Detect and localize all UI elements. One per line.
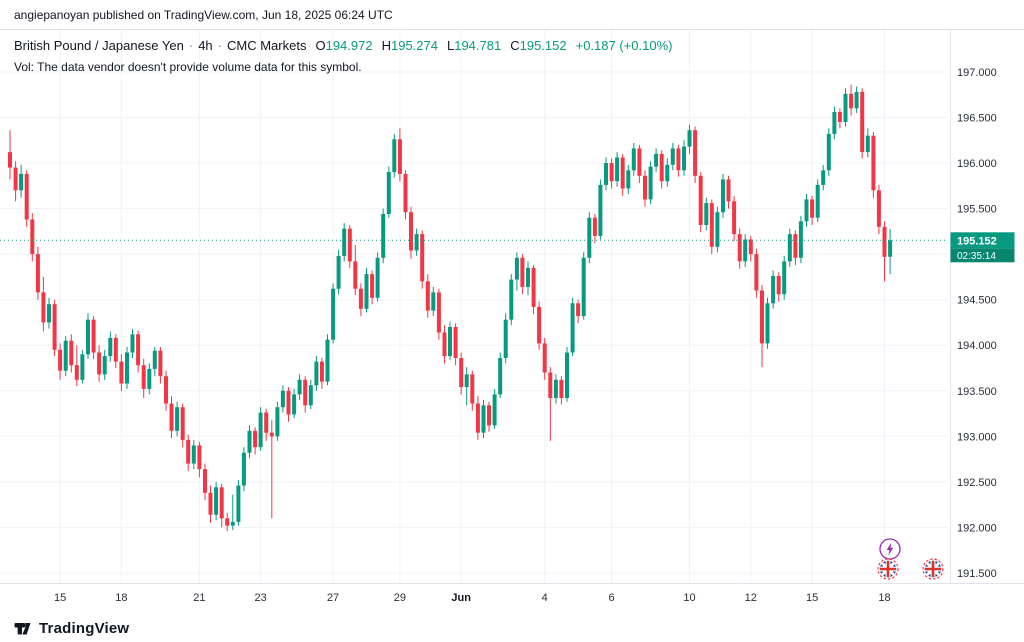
uk-flag-icon	[877, 558, 899, 580]
volume-note: Vol: The data vendor doesn't provide vol…	[14, 60, 362, 74]
time-tick-label: 15	[805, 592, 819, 604]
candles-series[interactable]	[8, 84, 893, 531]
change-value: +0.187 (+0.10%)	[575, 38, 673, 53]
svg-text:196.500: 196.500	[957, 113, 997, 125]
lightning-bolt-icon	[879, 538, 901, 560]
lightning-marker[interactable]	[879, 538, 901, 560]
time-tick-label: 29	[393, 592, 407, 604]
svg-text:194.500: 194.500	[957, 295, 997, 307]
uk-flag-icon	[922, 558, 944, 580]
ohlc-low: L194.781	[446, 38, 502, 53]
time-tick-label: 4	[541, 592, 548, 604]
interval-label[interactable]: 4h	[198, 38, 213, 53]
time-tick-label: 23	[254, 592, 267, 604]
uk-flag-marker[interactable]	[922, 558, 944, 580]
svg-text:192.000: 192.000	[957, 522, 997, 534]
symbol-title[interactable]: British Pound / Japanese Yen	[14, 38, 184, 53]
logo-text: TradingView	[39, 619, 130, 637]
chart-legend: British Pound / Japanese Yen · 4h · CMC …	[14, 38, 672, 75]
exchange-label[interactable]: CMC Markets	[227, 38, 307, 53]
time-tick-label: 18	[878, 592, 891, 604]
tradingview-logo-icon	[14, 622, 31, 634]
publish-text: angiepanoyan published on TradingView.co…	[14, 7, 393, 22]
ohlc-high: H195.274	[381, 38, 438, 53]
ohlc-open: O194.972	[315, 38, 373, 53]
time-tick-label: 15	[54, 592, 67, 604]
svg-text:193.500: 193.500	[957, 386, 997, 398]
tradingview-logo[interactable]: TradingView	[14, 616, 129, 640]
time-tick-label: 27	[326, 592, 340, 604]
legend-separator: ·	[217, 38, 223, 53]
svg-text:194.000: 194.000	[957, 340, 997, 352]
svg-text:197.000: 197.000	[957, 67, 997, 79]
candlestick-chart[interactable]: 197.000196.500196.000195.500195.000194.5…	[0, 30, 1024, 583]
uk-flag-marker[interactable]	[877, 558, 899, 580]
time-tick-label: 12	[744, 592, 757, 604]
svg-text:02:35:14: 02:35:14	[957, 251, 996, 262]
last-price-badge[interactable]: 195.152 02:35:14	[950, 232, 1015, 263]
svg-text:191.500: 191.500	[957, 568, 997, 580]
svg-text:192.500: 192.500	[957, 477, 997, 489]
svg-text:196.000: 196.000	[957, 158, 997, 170]
time-axis[interactable]: 15 18 21 23 27 29 Jun 4 6 10 12 15 18	[0, 583, 1024, 614]
publish-bar: angiepanoyan published on TradingView.co…	[0, 0, 1024, 30]
time-tick-label: 21	[193, 592, 206, 604]
svg-text:195.152: 195.152	[957, 235, 997, 247]
time-tick-label: 10	[683, 592, 696, 604]
chart-region: 197.000196.500196.000195.500195.000194.5…	[0, 30, 1024, 642]
ohlc-close: C195.152	[510, 38, 567, 53]
legend-separator: ·	[188, 38, 194, 53]
time-tick-label: 18	[115, 592, 128, 604]
price-axis-labels[interactable]: 197.000196.500196.000195.500195.000194.5…	[957, 67, 997, 580]
grid-lines	[0, 30, 948, 583]
svg-text:195.500: 195.500	[957, 204, 997, 216]
time-tick-label: 6	[608, 592, 615, 604]
time-tick-label: Jun	[451, 592, 471, 604]
svg-text:193.000: 193.000	[957, 431, 997, 443]
